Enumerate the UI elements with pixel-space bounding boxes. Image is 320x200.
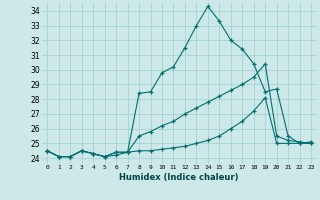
X-axis label: Humidex (Indice chaleur): Humidex (Indice chaleur) <box>119 173 239 182</box>
